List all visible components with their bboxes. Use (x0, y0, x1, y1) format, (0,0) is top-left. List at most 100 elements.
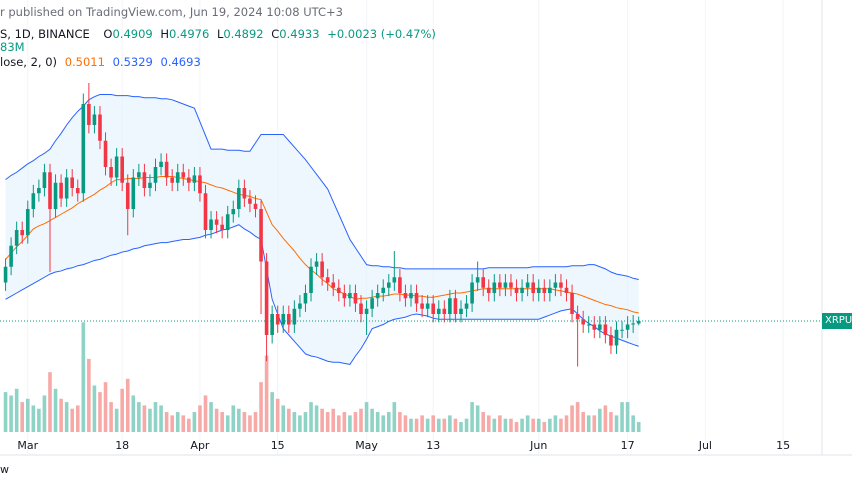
candle-body (631, 323, 635, 325)
volume-bar (153, 402, 158, 432)
volume-bar (137, 402, 141, 432)
volume-bar (281, 405, 286, 432)
x-tick-label: 18 (115, 439, 129, 452)
candle-body (287, 314, 291, 325)
candle-body (20, 230, 25, 236)
volume-bar (342, 412, 347, 432)
x-tick-label: 15 (271, 439, 285, 452)
candle-body (486, 287, 491, 293)
volume-bar (609, 412, 613, 432)
candle-body (53, 182, 58, 209)
candle-body (70, 177, 75, 188)
candle-body (636, 321, 641, 324)
candle-body (153, 167, 158, 183)
x-tick-label: May (355, 439, 378, 452)
volume-bar (75, 405, 80, 432)
volume-bar (581, 412, 585, 432)
candle-body (398, 277, 402, 293)
ohlc-label: C (271, 27, 280, 41)
candle-body (364, 308, 369, 314)
candle-body (281, 314, 286, 325)
candle-body (264, 261, 269, 335)
x-tick-label: 17 (621, 439, 635, 452)
volume-bar (164, 412, 169, 432)
volume-bar (159, 405, 163, 432)
candle-body (9, 245, 13, 267)
ohlc-label: H (160, 27, 170, 41)
candle-body (231, 209, 236, 215)
volume-bar (264, 355, 269, 432)
volume-bar (398, 412, 402, 432)
candle-body (237, 188, 241, 209)
volume-bar (553, 415, 558, 432)
volume-bar (509, 418, 513, 432)
volume-bar (364, 402, 369, 432)
band-fill (5, 94, 639, 365)
candle-body (275, 314, 280, 325)
volume-bar (3, 392, 8, 432)
volume-bar (631, 415, 635, 432)
ohlc-line: S, 1D, BINANCE O0.4909 H0.4976 L0.4892 C… (0, 27, 440, 41)
candle-body (42, 172, 47, 188)
candle-body (392, 277, 397, 283)
volume-bar (492, 418, 497, 432)
volume-bar (214, 408, 219, 432)
volume-bar (481, 412, 486, 432)
ohlc-value: 0.4976 (169, 27, 210, 41)
volume-bar (31, 405, 36, 432)
volume-bar (514, 422, 519, 432)
x-tick-label: Mar (17, 439, 38, 452)
candle-body (553, 282, 558, 288)
candle-body (59, 182, 63, 199)
candle-body (386, 282, 391, 288)
volume-bar (253, 412, 258, 432)
candle-body (625, 324, 630, 330)
candle-body (348, 293, 352, 299)
volume-bar (225, 415, 230, 432)
volume-bar (70, 408, 75, 432)
candle-body (420, 303, 424, 309)
candle-body (564, 287, 569, 293)
candle-body (14, 230, 19, 246)
volume-bar (259, 382, 263, 432)
ohlc-label: L (216, 27, 224, 41)
candle-body (220, 224, 224, 230)
x-tick-label: Jun (529, 439, 547, 452)
volume-bar (120, 388, 124, 432)
candle-body (203, 193, 208, 230)
volume-bar (325, 412, 330, 432)
candle-body (303, 293, 308, 304)
candle-body (125, 182, 130, 209)
candle-body (548, 287, 552, 293)
volume-bar (420, 415, 424, 432)
volume-bar (431, 415, 436, 432)
symbol: S, 1D, BINANCE (0, 27, 90, 41)
candle-body (536, 287, 541, 293)
candle-body (25, 209, 30, 236)
volume-bar (470, 402, 474, 432)
ohlc-value: 0.4933 (279, 27, 320, 41)
volume-bar (436, 418, 441, 432)
volume-bar (14, 388, 19, 432)
volume-bar (92, 385, 97, 432)
candle-body (609, 335, 613, 346)
candle-body (298, 303, 302, 309)
volume-text: 83M (0, 40, 25, 54)
volume-bar (203, 395, 208, 432)
candle-body (403, 293, 408, 299)
volume-bar (303, 412, 308, 432)
candle-body (520, 287, 524, 293)
volume-bar (231, 405, 236, 432)
candle-body (514, 287, 519, 293)
candle-body (492, 282, 497, 293)
volume-bar (386, 412, 391, 432)
volume-bar (403, 415, 408, 432)
volume-bar (187, 418, 191, 432)
candle-body (31, 193, 36, 209)
published-line: r published on TradingView.com, Jun 19, … (0, 5, 347, 19)
indicator-line: lose, 2, 0) 0.5011 0.5329 0.4693 (0, 55, 205, 69)
candle-body (475, 277, 480, 283)
volume-bar (381, 415, 386, 432)
candle-body (109, 167, 113, 178)
candle-body (581, 319, 585, 325)
